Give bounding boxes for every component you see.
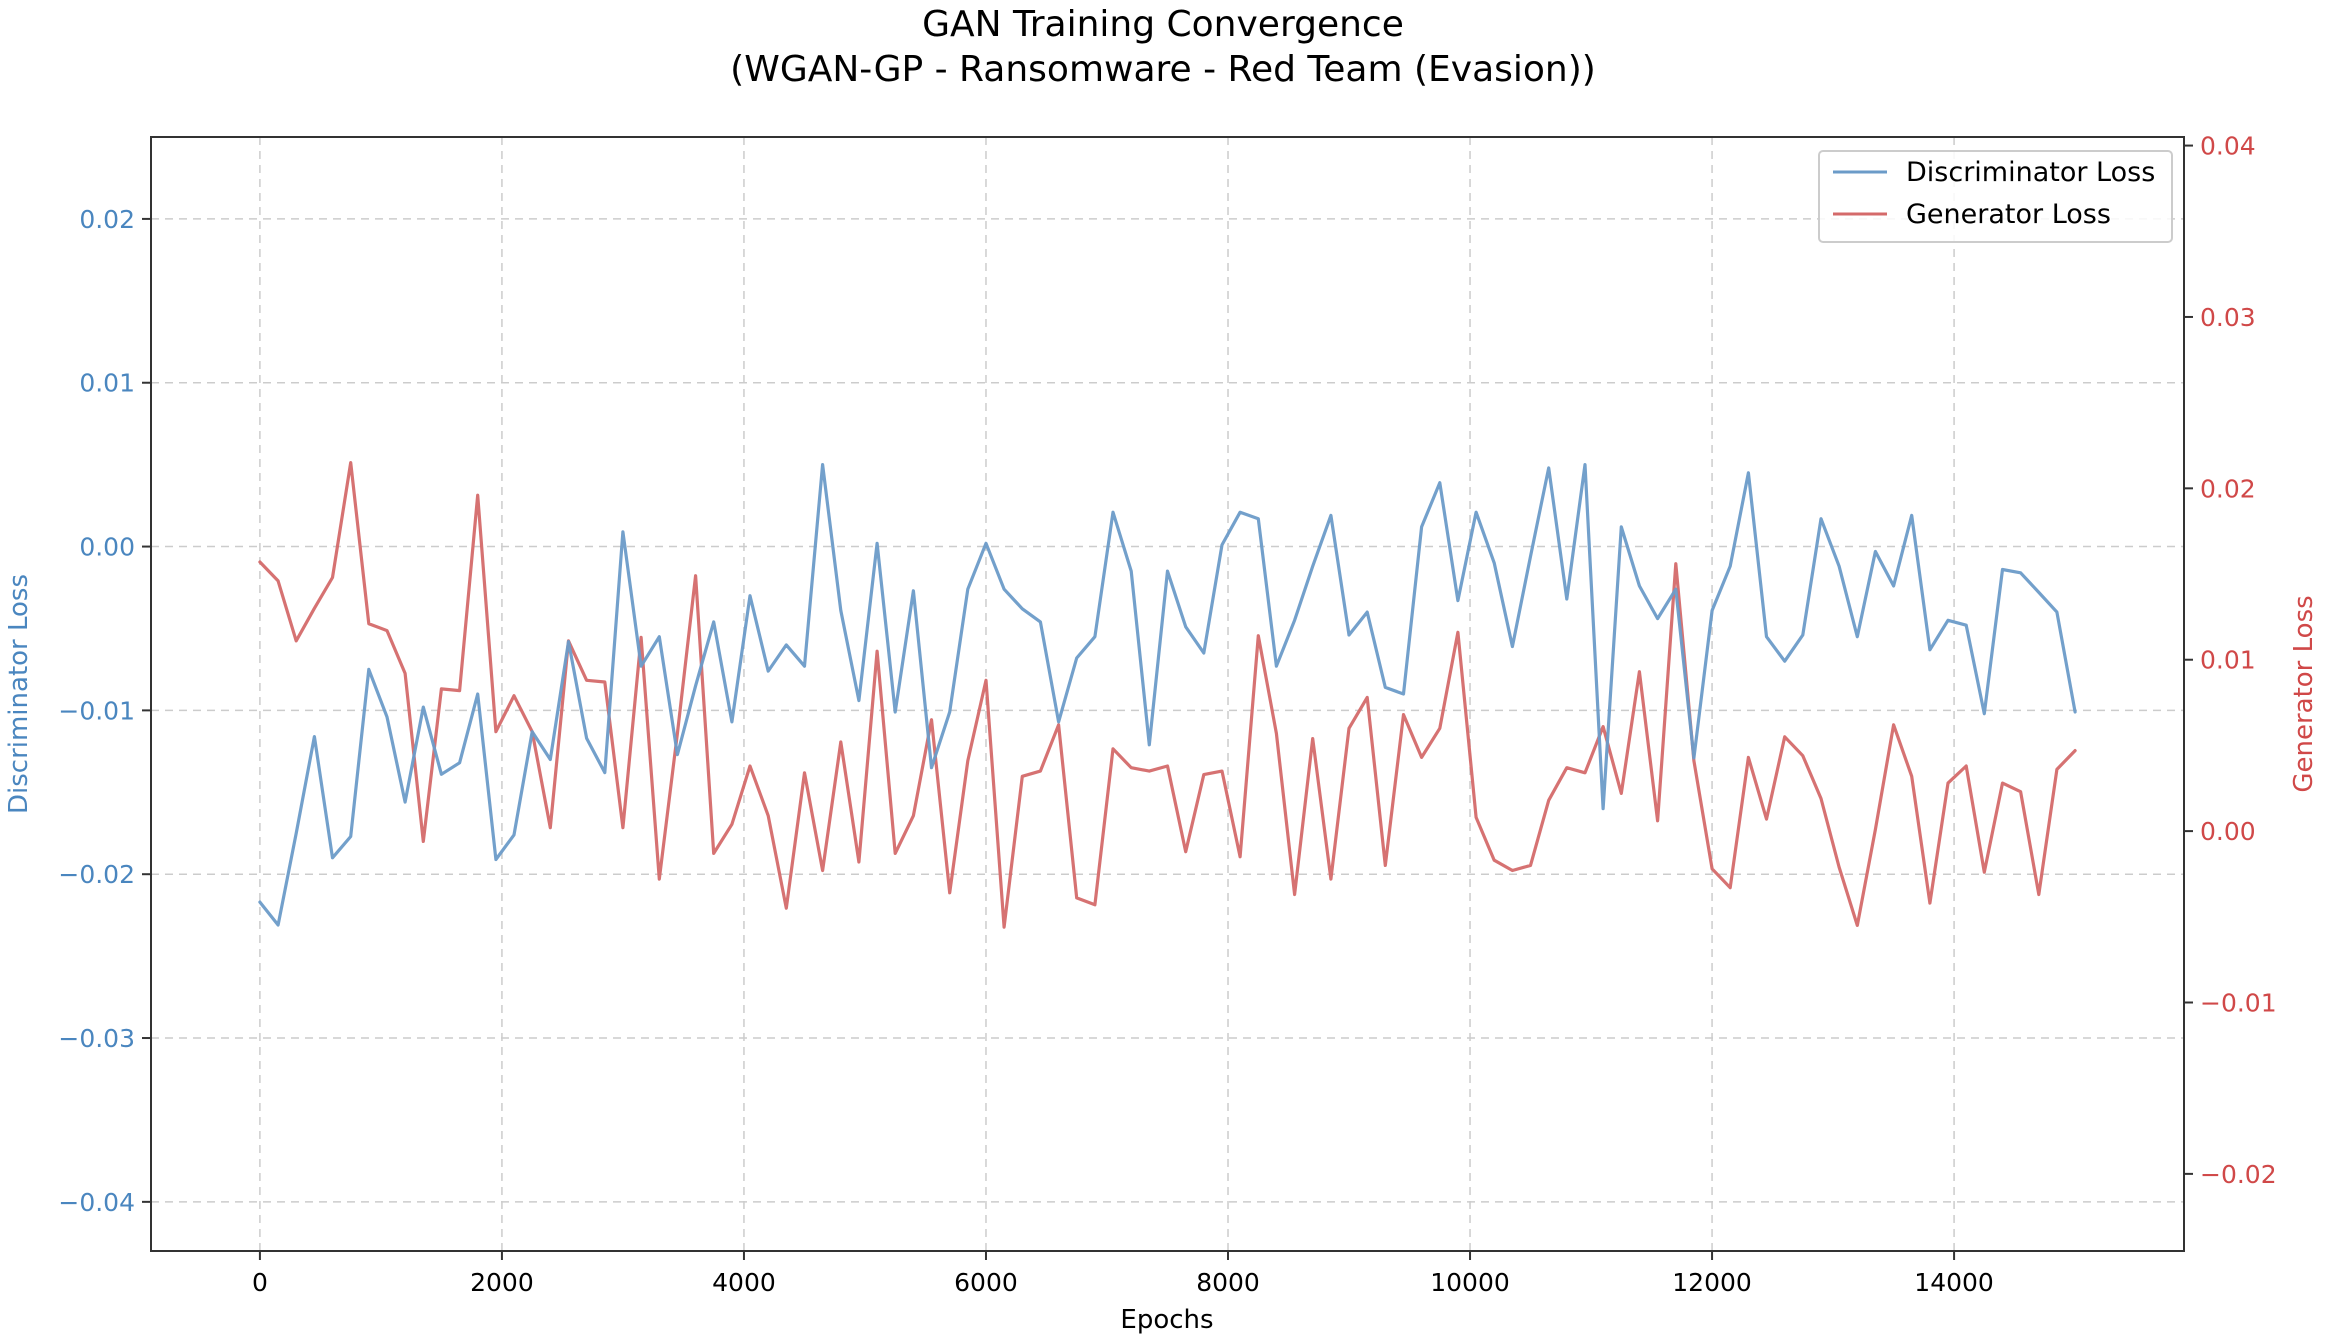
legend: Discriminator Loss Generator Loss: [1818, 150, 2173, 243]
x-tick-label: 8000: [1196, 1268, 1260, 1297]
x-tick-label: 2000: [470, 1268, 534, 1297]
x-axis: 0 2000 4000 6000 8000 10000 12000 14000: [252, 1251, 1994, 1297]
x-tick-label: 6000: [954, 1268, 1018, 1297]
series-layer: [258, 461, 2077, 929]
y-left-tick-label: −0.04: [58, 1188, 135, 1217]
y-right-tick-label: −0.02: [2200, 1160, 2277, 1189]
y-right-tick-label: 0.00: [2200, 817, 2256, 846]
chart-title: GAN Training Convergence: [922, 4, 1404, 45]
y-axis-right-label: Generator Loss: [2289, 595, 2319, 792]
y-left-tick-label: 0.01: [79, 369, 135, 398]
x-axis-label: Epochs: [1120, 1305, 1213, 1335]
y-left-tick-label: 0.02: [79, 205, 135, 234]
grid-lines: [151, 137, 2184, 1251]
y-axis-right: 0.04 0.03 0.02 0.01 0.00 −0.01 −0.02: [2184, 132, 2277, 1189]
legend-box: [1818, 150, 2173, 243]
x-tick-label: 4000: [712, 1268, 776, 1297]
generator-loss-line: [258, 461, 2077, 929]
y-left-tick-label: −0.03: [58, 1024, 135, 1053]
plot-area-frame: [150, 136, 2185, 1252]
y-right-tick-label: −0.01: [2200, 988, 2277, 1017]
legend-label-generator: Generator Loss: [1906, 199, 2111, 230]
y-left-tick-label: −0.02: [58, 860, 135, 889]
x-tick-label: 0: [252, 1268, 268, 1297]
x-tick-label: 12000: [1672, 1268, 1752, 1297]
y-right-tick-label: 0.04: [2200, 132, 2256, 161]
y-axis-left: 0.02 0.01 0.00 −0.01 −0.02 −0.03 −0.04: [58, 205, 151, 1217]
discriminator-loss-line: [258, 463, 2077, 927]
y-left-tick-label: −0.01: [58, 696, 135, 725]
chart-subtitle: (WGAN-GP - Ransomware - Red Team (Evasio…: [730, 49, 1596, 90]
x-tick-label: 14000: [1914, 1268, 1994, 1297]
x-tick-label: 10000: [1430, 1268, 1510, 1297]
y-right-tick-label: 0.03: [2200, 303, 2256, 332]
legend-label-discriminator: Discriminator Loss: [1906, 157, 2155, 188]
y-axis-left-label: Discriminator Loss: [4, 574, 34, 814]
y-right-tick-label: 0.01: [2200, 646, 2256, 675]
y-right-tick-label: 0.02: [2200, 474, 2256, 503]
y-left-tick-label: 0.00: [79, 533, 135, 562]
